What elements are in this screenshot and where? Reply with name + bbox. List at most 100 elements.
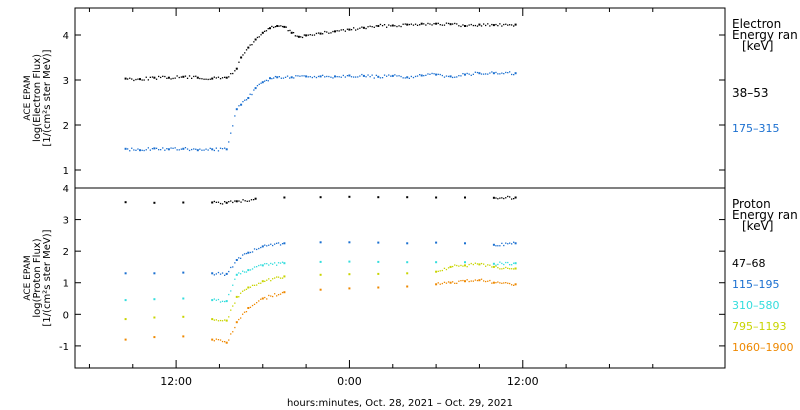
sample-dot [505, 197, 507, 199]
data-point [283, 262, 286, 265]
data-point [334, 75, 336, 78]
sample-dot [419, 74, 421, 76]
sample-dot [315, 76, 318, 79]
sample-dot [425, 24, 427, 26]
data-point [247, 46, 250, 49]
data-point [167, 148, 170, 151]
series-47–68 [124, 195, 517, 205]
sample-dot [416, 24, 419, 26]
sample-dot [213, 298, 215, 300]
series-310–580 [124, 260, 517, 303]
series-38–53 [124, 22, 517, 82]
data-point [514, 72, 517, 75]
sample-dot [474, 279, 476, 281]
sample-dot [423, 75, 425, 77]
sample-dot [388, 74, 390, 76]
data-point [406, 285, 409, 288]
data-point [283, 291, 286, 294]
sample-dot [176, 149, 178, 151]
sample-dot [423, 23, 425, 25]
data-point [435, 196, 438, 199]
y-tick-label: 3 [63, 76, 69, 87]
data-point [211, 272, 214, 275]
sample-dot [353, 76, 355, 78]
data-point [319, 288, 322, 291]
sample-dot [369, 25, 371, 27]
sample-dot [379, 23, 382, 26]
sample-dot [253, 248, 256, 250]
sample-dot [408, 77, 410, 79]
sample-dot [260, 246, 262, 249]
sample-dot [253, 89, 255, 91]
data-point [406, 242, 409, 245]
data-point [182, 201, 185, 204]
legend-entry: 115–195 [732, 278, 780, 291]
sample-dot [447, 281, 450, 283]
sample-dot [221, 300, 224, 302]
sample-dot [357, 28, 359, 30]
sample-dot [499, 23, 501, 25]
sample-dot [127, 78, 129, 80]
data-point [492, 72, 495, 75]
sample-dot [419, 24, 421, 26]
sample-dot [245, 288, 248, 290]
sample-dot [513, 284, 515, 286]
y-axis-label: [1/(cm²s ster MeV)] [42, 229, 53, 326]
sample-dot [456, 264, 458, 267]
sample-dot [313, 34, 316, 36]
sample-dot [242, 290, 244, 292]
data-point [124, 77, 127, 80]
data-point [290, 31, 293, 34]
data-point [435, 241, 438, 244]
sample-dot [221, 320, 224, 322]
sample-dot [143, 79, 145, 81]
data-point [377, 25, 380, 27]
sample-dot [258, 300, 260, 302]
sample-dot [232, 72, 234, 75]
data-point [478, 263, 481, 266]
data-point [435, 261, 438, 264]
sample-dot [279, 244, 282, 246]
data-point [492, 265, 495, 268]
sample-dot [311, 34, 313, 36]
sample-dot [505, 71, 507, 74]
sample-dot [240, 257, 242, 259]
series-175–315 [124, 71, 517, 152]
sample-dot [238, 296, 240, 298]
sample-dot [133, 79, 135, 82]
sample-dot [228, 201, 230, 203]
sample-dot [499, 268, 501, 270]
data-point [348, 241, 351, 244]
sample-dot [137, 148, 139, 150]
legend-title: [keV] [742, 39, 773, 53]
sample-dot [466, 72, 468, 75]
data-point [211, 201, 214, 204]
sample-dot [330, 76, 332, 78]
sample-dot [497, 267, 499, 269]
data-point [420, 74, 423, 77]
sample-dot [350, 29, 353, 31]
data-point [235, 67, 238, 70]
sample-dot [359, 27, 361, 29]
sample-dot [375, 25, 377, 27]
sample-dot [328, 32, 330, 34]
data-point [225, 300, 228, 303]
sample-dot [217, 339, 220, 341]
sample-dot [342, 74, 344, 77]
sample-dot [381, 77, 384, 79]
sample-dot [495, 264, 497, 266]
sample-dot [330, 32, 332, 34]
sample-dot [445, 22, 448, 24]
data-point [211, 318, 214, 321]
sample-dot [221, 272, 224, 274]
sample-dot [307, 34, 309, 36]
sample-dot [383, 74, 386, 76]
data-point [182, 75, 185, 78]
sample-dot [476, 25, 479, 27]
sample-dot [234, 262, 236, 264]
sample-dot [264, 296, 266, 299]
sample-dot [371, 26, 373, 28]
sample-dot [324, 30, 326, 33]
sample-dot [311, 76, 313, 79]
